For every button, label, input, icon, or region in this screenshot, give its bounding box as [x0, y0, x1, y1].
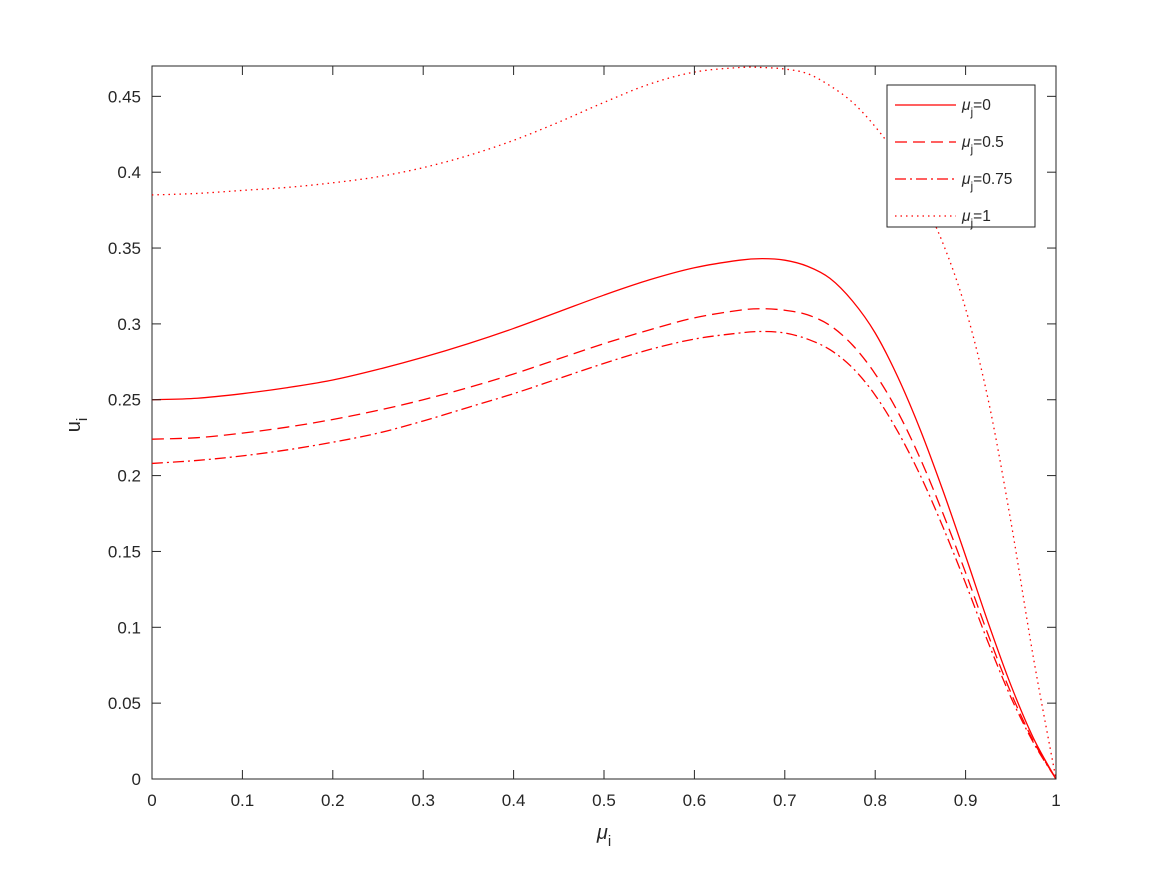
y-tick-label: 0.4: [117, 163, 141, 182]
legend-label-3: μj=1: [961, 208, 991, 230]
series-line-2: [152, 330, 1056, 779]
series-layer: [152, 66, 1056, 779]
series-line-0: [152, 258, 1056, 779]
y-tick-label: 0.05: [108, 694, 141, 713]
x-tick-label: 0.9: [954, 791, 978, 810]
x-tick-label: 0.8: [863, 791, 887, 810]
x-tick-label: 1: [1051, 791, 1060, 810]
x-tick-label: 0.6: [683, 791, 707, 810]
series-line-1: [152, 308, 1056, 779]
legend: μj=0 μj=0.5 μj=0.75 μj=1: [886, 84, 1036, 230]
y-tick-label: 0.45: [108, 87, 141, 106]
x-tick-label: 0.3: [411, 791, 435, 810]
x-tick-label: 0.5: [592, 791, 616, 810]
y-tick-label: 0.15: [108, 542, 141, 561]
y-tick-label: 0: [132, 770, 141, 789]
x-axis-label: μi: [596, 822, 611, 850]
legend-label-1: μj=0.5: [961, 134, 1004, 156]
legend-label-2: μj=0.75: [961, 171, 1012, 193]
y-tick-label: 0.35: [108, 239, 141, 258]
x-tick-label: 0: [147, 791, 156, 810]
x-tick-label: 0.7: [773, 791, 797, 810]
y-axis-label: ui: [63, 418, 91, 432]
legend-label-0: μj=0: [961, 97, 991, 119]
tick-layer: 0 0.1 0.2 0.3 0.4 0.5 0.6 0.7 0.8 0.9 1 0 0.05 0.1 0.1…: [108, 66, 1061, 810]
legend-box: [886, 84, 1036, 228]
y-tick-label: 0.2: [117, 467, 141, 486]
x-tick-label: 0.4: [502, 791, 526, 810]
x-tick-label: 0.2: [321, 791, 345, 810]
y-tick-label: 0.3: [117, 315, 141, 334]
y-tick-label: 0.25: [108, 391, 141, 410]
legend-entries: μj=0 μj=0.5 μj=0.75 μj=1: [895, 97, 1012, 230]
y-tick-label: 0.1: [117, 618, 141, 637]
series-line-3: [152, 66, 1056, 779]
x-tick-label: 0.1: [231, 791, 255, 810]
